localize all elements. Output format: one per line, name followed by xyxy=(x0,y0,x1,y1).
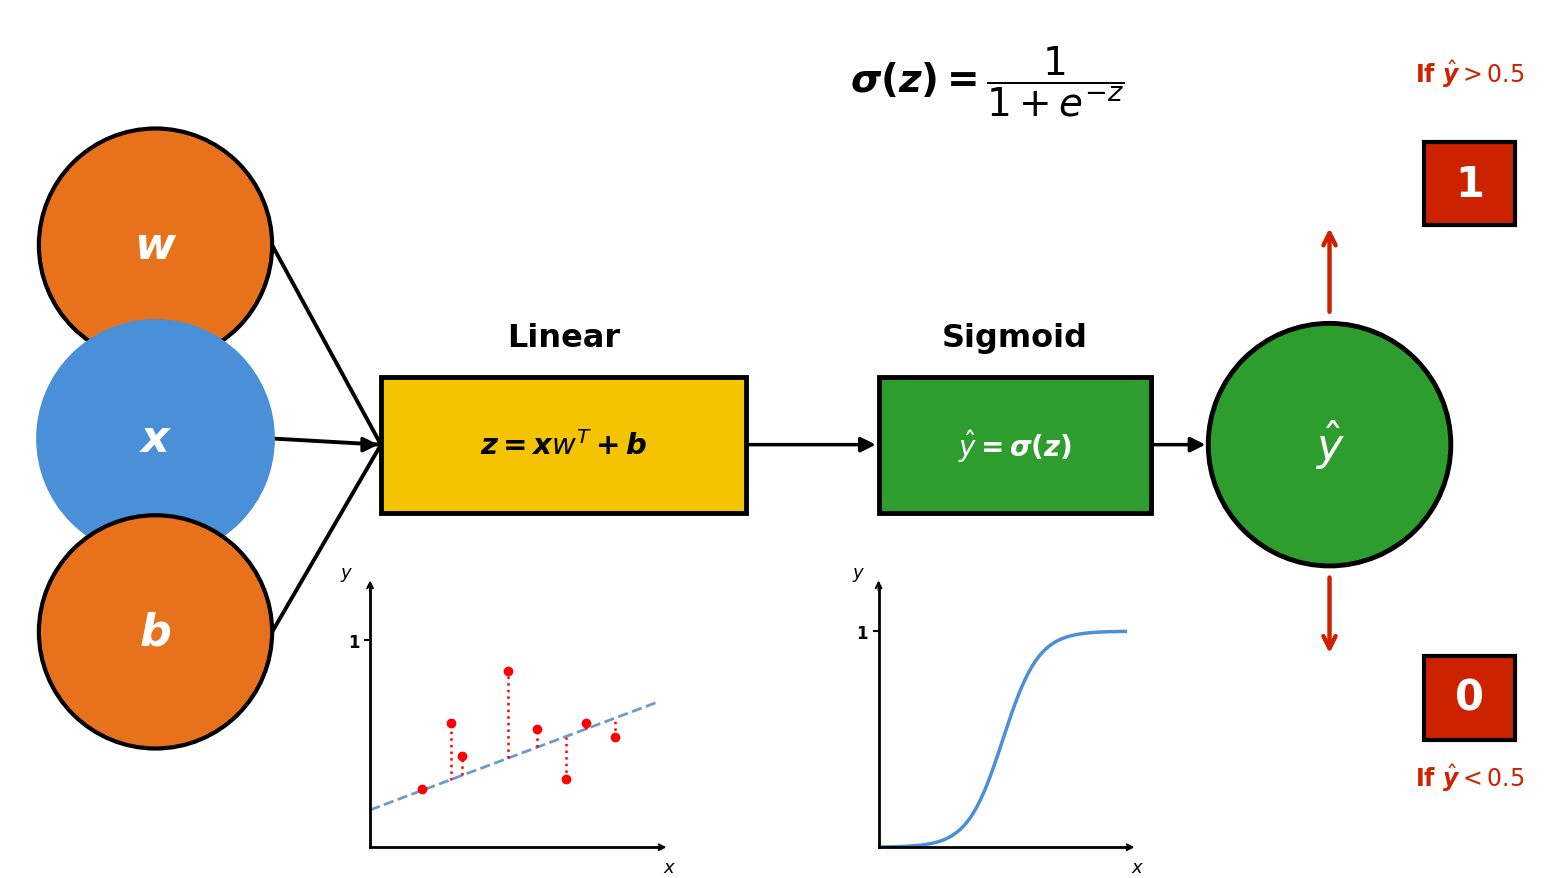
Text: $\boldsymbol{x}$: $\boldsymbol{x}$ xyxy=(138,418,173,460)
Text: Linear: Linear xyxy=(507,322,620,354)
Text: $\boldsymbol{\hat{y} = \sigma(z)}$: $\boldsymbol{\hat{y} = \sigma(z)}$ xyxy=(958,427,1071,464)
X-axis label: $x$: $x$ xyxy=(662,858,676,875)
Y-axis label: $y$: $y$ xyxy=(341,565,353,583)
Text: 0: 0 xyxy=(1455,677,1483,719)
Text: 1: 1 xyxy=(1455,163,1483,205)
Ellipse shape xyxy=(39,322,272,556)
FancyBboxPatch shape xyxy=(1424,657,1515,739)
Text: $\boldsymbol{\sigma(z) = \dfrac{1}{1+e^{-z}}}$: $\boldsymbol{\sigma(z) = \dfrac{1}{1+e^{… xyxy=(851,44,1124,119)
X-axis label: $x$: $x$ xyxy=(1130,858,1144,875)
Y-axis label: $y$: $y$ xyxy=(852,565,865,583)
Text: $\boldsymbol{z = xw^T + b}$: $\boldsymbol{z = xw^T + b}$ xyxy=(480,430,647,461)
Ellipse shape xyxy=(39,129,272,363)
FancyBboxPatch shape xyxy=(879,378,1151,514)
Text: $\boldsymbol{w}$: $\boldsymbol{w}$ xyxy=(134,225,177,267)
Text: $\boldsymbol{b}$: $\boldsymbol{b}$ xyxy=(140,611,171,653)
FancyBboxPatch shape xyxy=(1424,142,1515,226)
Text: If $\hat{\boldsymbol{y}} < 0.5$: If $\hat{\boldsymbol{y}} < 0.5$ xyxy=(1415,761,1524,793)
Text: $\boldsymbol{\hat{y}}$: $\boldsymbol{\hat{y}}$ xyxy=(1314,419,1345,471)
Ellipse shape xyxy=(39,515,272,749)
FancyBboxPatch shape xyxy=(381,378,746,514)
Text: If $\hat{\boldsymbol{y}} > 0.5$: If $\hat{\boldsymbol{y}} > 0.5$ xyxy=(1415,59,1524,90)
Text: Sigmoid: Sigmoid xyxy=(942,322,1087,354)
Ellipse shape xyxy=(1208,324,1451,566)
